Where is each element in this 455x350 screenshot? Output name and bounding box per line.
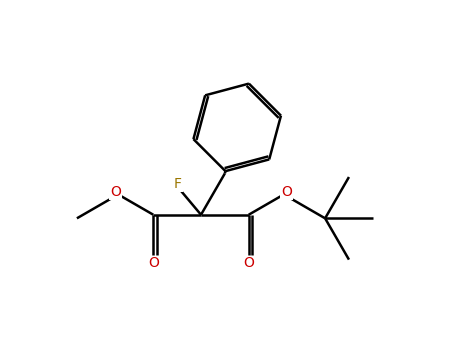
Text: O: O (110, 185, 121, 199)
Text: O: O (243, 256, 254, 270)
Text: O: O (281, 185, 292, 199)
Text: F: F (174, 177, 182, 191)
Text: O: O (148, 256, 159, 270)
